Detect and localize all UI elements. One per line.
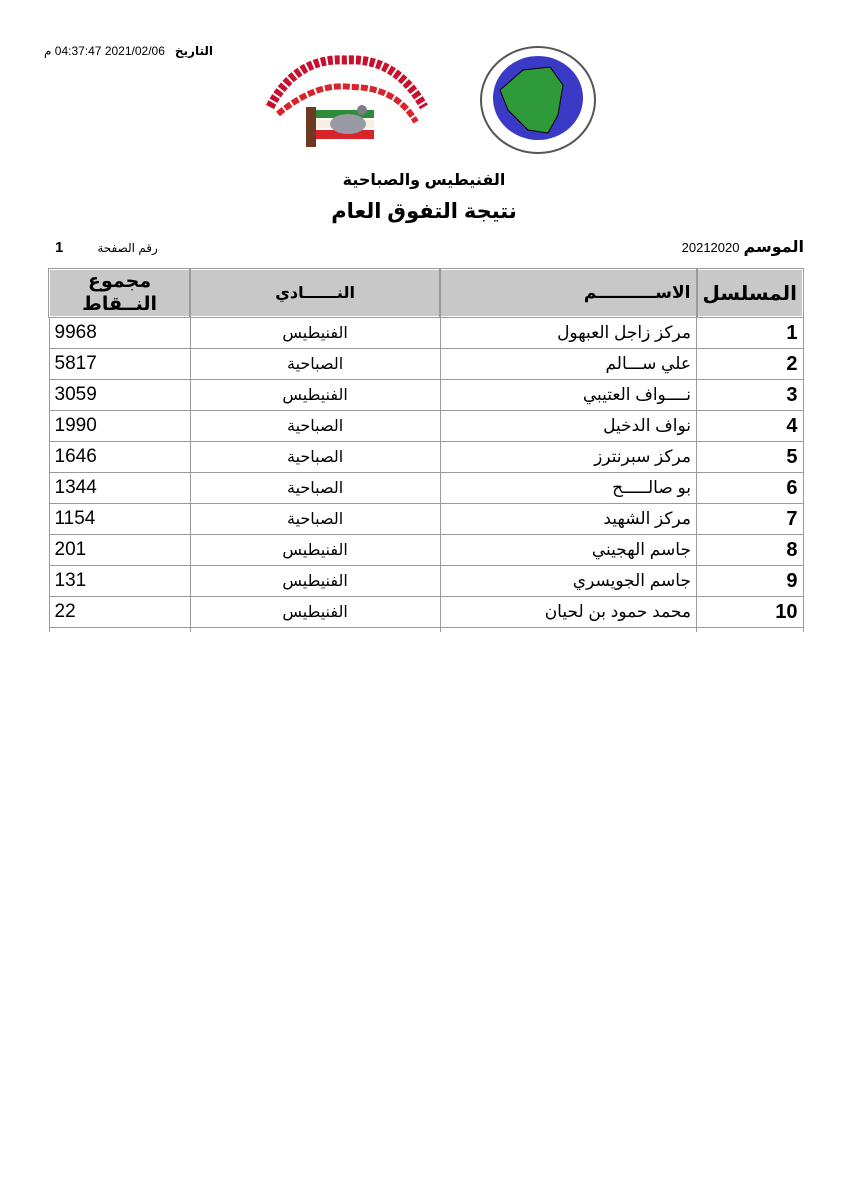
- empty-cell: [439, 627, 698, 632]
- page-label: رقم الصفحة: [97, 241, 158, 255]
- cell-club: الصباحية: [189, 503, 441, 535]
- cell-name: نــــواف العتيبي: [439, 379, 698, 411]
- cell-points: 5817: [48, 348, 191, 380]
- date-value: 2021/02/06 04:37:47 م: [44, 44, 165, 58]
- table-row: 4 نواف الدخيل الصباحية 1990: [48, 410, 804, 442]
- cell-serial: 10: [696, 596, 804, 628]
- cell-club: الصباحية: [189, 441, 441, 473]
- cell-name: جاسم الهجيني: [439, 534, 698, 566]
- cell-serial: 9: [696, 565, 804, 597]
- season: الموسم20212020: [682, 237, 804, 257]
- results-table: المسلسل الاســــــــــم النــــــادي مجم…: [47, 268, 804, 632]
- table-end-row: [48, 627, 804, 632]
- season-label: الموسم: [743, 239, 804, 256]
- cell-points: 1646: [48, 441, 191, 473]
- cell-serial: 7: [696, 503, 804, 535]
- cell-club: الصباحية: [189, 410, 441, 442]
- cell-club: الفنيطيس: [189, 596, 441, 628]
- table-row: 3 نــــواف العتيبي الفنيطيس 3059: [48, 379, 804, 411]
- page-number: رقم الصفحة 1: [55, 239, 158, 256]
- cell-name: جاسم الجويسري: [439, 565, 698, 597]
- table-row: 5 مركز سبرنترز الصباحية 1646: [48, 441, 804, 473]
- cell-points: 1990: [48, 410, 191, 442]
- cell-serial: 3: [696, 379, 804, 411]
- column-header-name: الاســــــــــم: [439, 268, 698, 318]
- report-title: نتيجة التفوق العام: [331, 200, 517, 223]
- cell-name: محمد حمود بن لحيان: [439, 596, 698, 628]
- cell-serial: 8: [696, 534, 804, 566]
- empty-cell: [189, 627, 441, 632]
- cell-club: الصباحية: [189, 348, 441, 380]
- subtitle: الفنيطيس والصباحية: [342, 172, 506, 189]
- cell-points: 22: [48, 596, 191, 628]
- cell-points: 1154: [48, 503, 191, 535]
- column-header-points: مجموع النــقاط: [47, 268, 192, 318]
- cell-club: الفنيطيس: [189, 316, 441, 349]
- cell-points: 1344: [48, 472, 191, 504]
- table-row: 7 مركز الشهيد الصباحية 1154: [48, 503, 804, 535]
- print-date: التاريخ 2021/02/06 04:37:47 م: [44, 44, 213, 58]
- empty-cell: [696, 627, 804, 632]
- cell-name: مركز الشهيد: [439, 503, 698, 535]
- cell-club: الصباحية: [189, 472, 441, 504]
- cell-name: مركز سبرنترز: [439, 441, 698, 473]
- column-header-club: النــــــادي: [189, 268, 442, 318]
- date-label: التاريخ: [174, 44, 213, 58]
- federation-logo: [480, 46, 596, 154]
- cell-points: 9968: [48, 316, 191, 349]
- table-row: 10 محمد حمود بن لحيان الفنيطيس 22: [48, 596, 804, 628]
- cell-club: الفنيطيس: [189, 565, 441, 597]
- cell-points: 131: [48, 565, 191, 597]
- cell-points: 3059: [48, 379, 191, 411]
- table-row: 1 مركز زاجل العبهول الفنيطيس 9968: [48, 316, 804, 349]
- season-value: 20212020: [681, 240, 740, 255]
- cell-serial: 2: [696, 348, 804, 380]
- table-row: 8 جاسم الهجيني الفنيطيس 201: [48, 534, 804, 566]
- table-row: 9 جاسم الجويسري الفنيطيس 131: [48, 565, 804, 597]
- column-header-serial: المسلسل: [695, 268, 804, 318]
- table-header-row: المسلسل الاســــــــــم النــــــادي مجم…: [47, 268, 804, 318]
- cell-serial: 6: [696, 472, 804, 504]
- cell-club: الفنيطيس: [189, 379, 441, 411]
- table-row: 6 بو صالـــــح الصباحية 1344: [48, 472, 804, 504]
- cell-name: مركز زاجل العبهول: [439, 316, 698, 349]
- cell-name: علي ســـالم: [439, 348, 698, 380]
- table-row: 2 علي ســـالم الصباحية 5817: [48, 348, 804, 380]
- cell-name: نواف الدخيل: [439, 410, 698, 442]
- cell-serial: 5: [696, 441, 804, 473]
- cell-serial: 1: [696, 316, 804, 349]
- page-value: 1: [55, 239, 64, 256]
- cell-points: 201: [48, 534, 191, 566]
- empty-cell: [48, 627, 191, 632]
- cell-serial: 4: [696, 410, 804, 442]
- club-logo: [266, 55, 428, 147]
- cell-name: بو صالـــــح: [439, 472, 698, 504]
- cell-club: الفنيطيس: [189, 534, 441, 566]
